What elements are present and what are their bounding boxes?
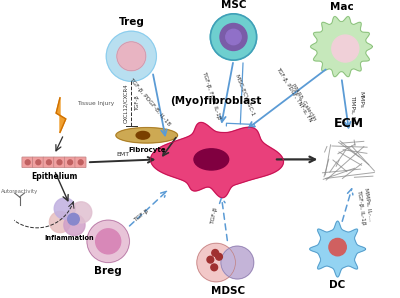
Text: PPARδ, Galectin: PPARδ, Galectin — [290, 83, 317, 122]
Text: Epithelium: Epithelium — [31, 172, 77, 181]
FancyBboxPatch shape — [43, 157, 54, 167]
Text: Tissue Injury: Tissue Injury — [77, 101, 114, 106]
Circle shape — [226, 29, 241, 45]
Text: DC: DC — [330, 280, 346, 290]
Circle shape — [96, 229, 121, 254]
Text: Fibrocyte: Fibrocyte — [128, 147, 166, 153]
Circle shape — [220, 24, 247, 50]
Circle shape — [49, 212, 70, 233]
Circle shape — [25, 160, 30, 165]
Circle shape — [57, 160, 62, 165]
Polygon shape — [116, 128, 178, 143]
Polygon shape — [151, 122, 284, 198]
Text: MSC: MSC — [221, 0, 246, 10]
Text: TGF-β, IL-1β: TGF-β, IL-1β — [356, 190, 366, 226]
Polygon shape — [311, 16, 372, 77]
Circle shape — [87, 220, 129, 263]
Circle shape — [211, 264, 218, 271]
FancyBboxPatch shape — [32, 157, 44, 167]
Ellipse shape — [136, 131, 150, 139]
Text: EMT: EMT — [116, 151, 129, 156]
Circle shape — [329, 238, 346, 256]
Text: TGF-β: TGF-β — [210, 207, 218, 225]
Text: MDSC: MDSC — [211, 286, 245, 296]
FancyBboxPatch shape — [75, 157, 86, 167]
Polygon shape — [56, 98, 66, 132]
Circle shape — [210, 14, 257, 60]
Circle shape — [54, 198, 76, 219]
Polygon shape — [310, 221, 366, 277]
FancyBboxPatch shape — [64, 157, 76, 167]
Text: Treg: Treg — [118, 17, 144, 27]
Circle shape — [197, 243, 236, 282]
Text: MSC-ECV, SC-1: MSC-ECV, SC-1 — [234, 73, 256, 116]
Circle shape — [46, 160, 51, 165]
Text: Autoreactivity: Autoreactivity — [1, 189, 38, 194]
Circle shape — [106, 31, 156, 81]
Text: TGF-β, PDGF-B, IL-18: TGF-β, PDGF-B, IL-18 — [128, 77, 171, 127]
Ellipse shape — [194, 149, 229, 170]
Text: MMPs: MMPs — [358, 91, 363, 108]
Circle shape — [117, 42, 146, 71]
Circle shape — [216, 253, 222, 260]
Circle shape — [68, 213, 79, 225]
FancyBboxPatch shape — [54, 157, 65, 167]
FancyBboxPatch shape — [22, 157, 33, 167]
Circle shape — [78, 160, 83, 165]
Circle shape — [36, 160, 41, 165]
Circle shape — [212, 249, 218, 256]
Circle shape — [64, 214, 85, 235]
Text: (Myo)fibroblast: (Myo)fibroblast — [170, 96, 262, 106]
Text: TIMPs, FN: TIMPs, FN — [350, 95, 356, 124]
Text: CXCL12/CXCR4: CXCL12/CXCR4 — [123, 84, 128, 123]
Text: TGF-β, PDGF, TNF-α, FN: TGF-β, PDGF, TNF-α, FN — [275, 66, 313, 123]
Text: TGF-β: TGF-β — [135, 96, 140, 111]
Text: TGF-β: TGF-β — [132, 208, 149, 223]
Circle shape — [68, 160, 72, 165]
Text: ECM: ECM — [334, 117, 364, 131]
Text: TGF-β, FGF, IL-1β: TGF-β, FGF, IL-1β — [201, 70, 222, 120]
Circle shape — [70, 202, 92, 223]
Text: MMPs, IL-...: MMPs, IL-... — [364, 187, 373, 221]
Text: Inflammation: Inflammation — [45, 235, 94, 240]
Circle shape — [221, 246, 254, 279]
Text: Mac: Mac — [330, 2, 353, 12]
Circle shape — [207, 256, 214, 263]
Circle shape — [332, 35, 359, 62]
Text: Breg: Breg — [94, 266, 122, 277]
